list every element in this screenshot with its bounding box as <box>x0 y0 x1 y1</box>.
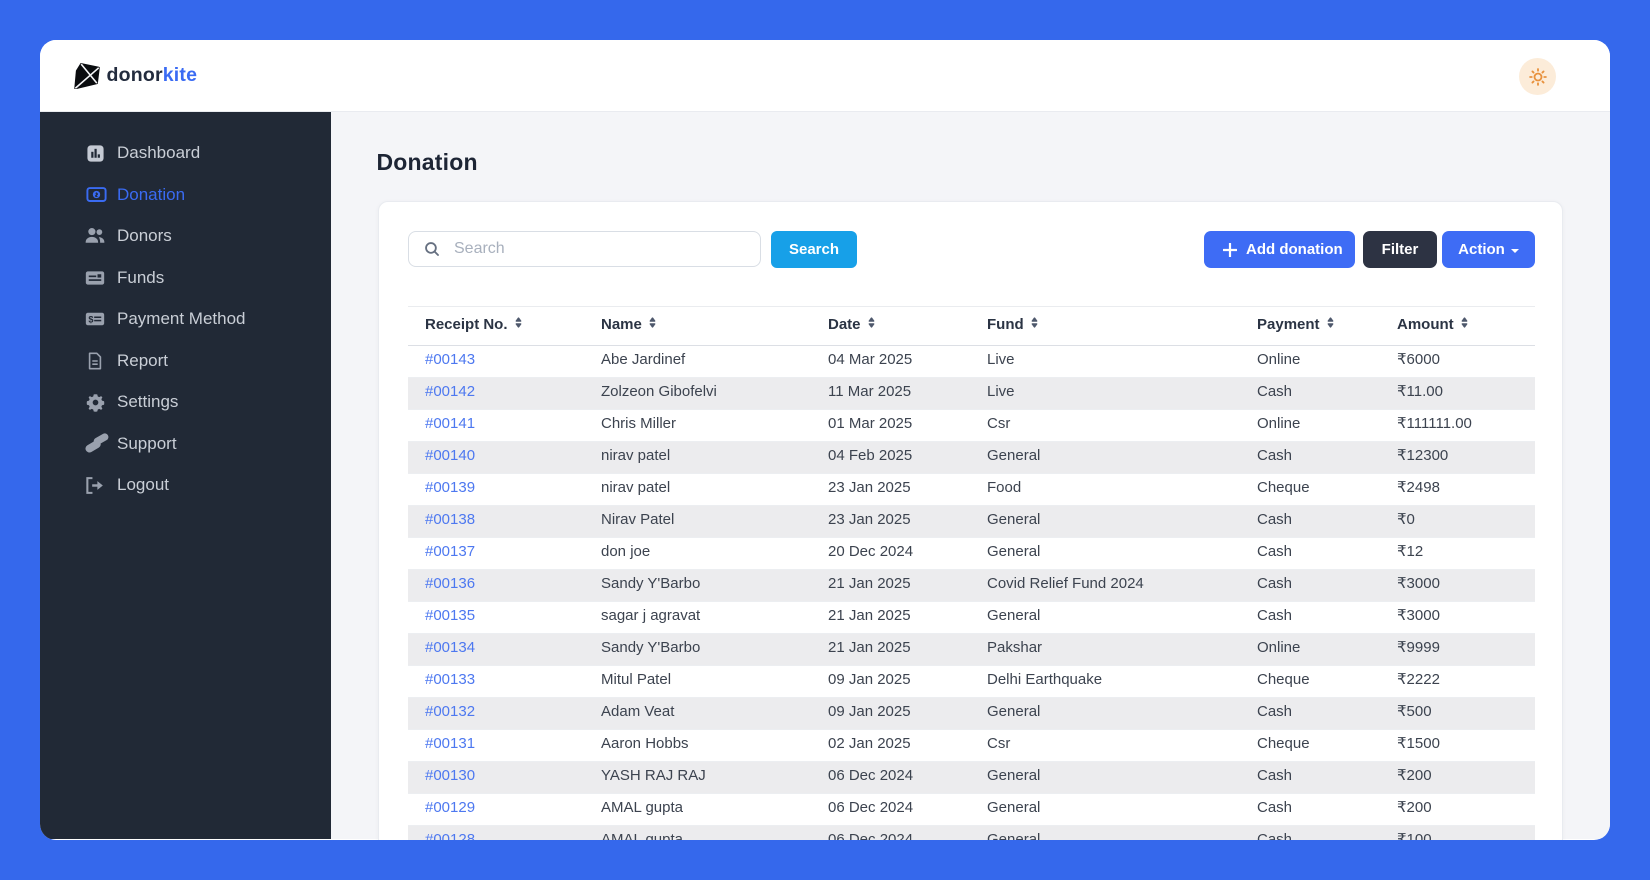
svg-text:$: $ <box>88 315 93 325</box>
